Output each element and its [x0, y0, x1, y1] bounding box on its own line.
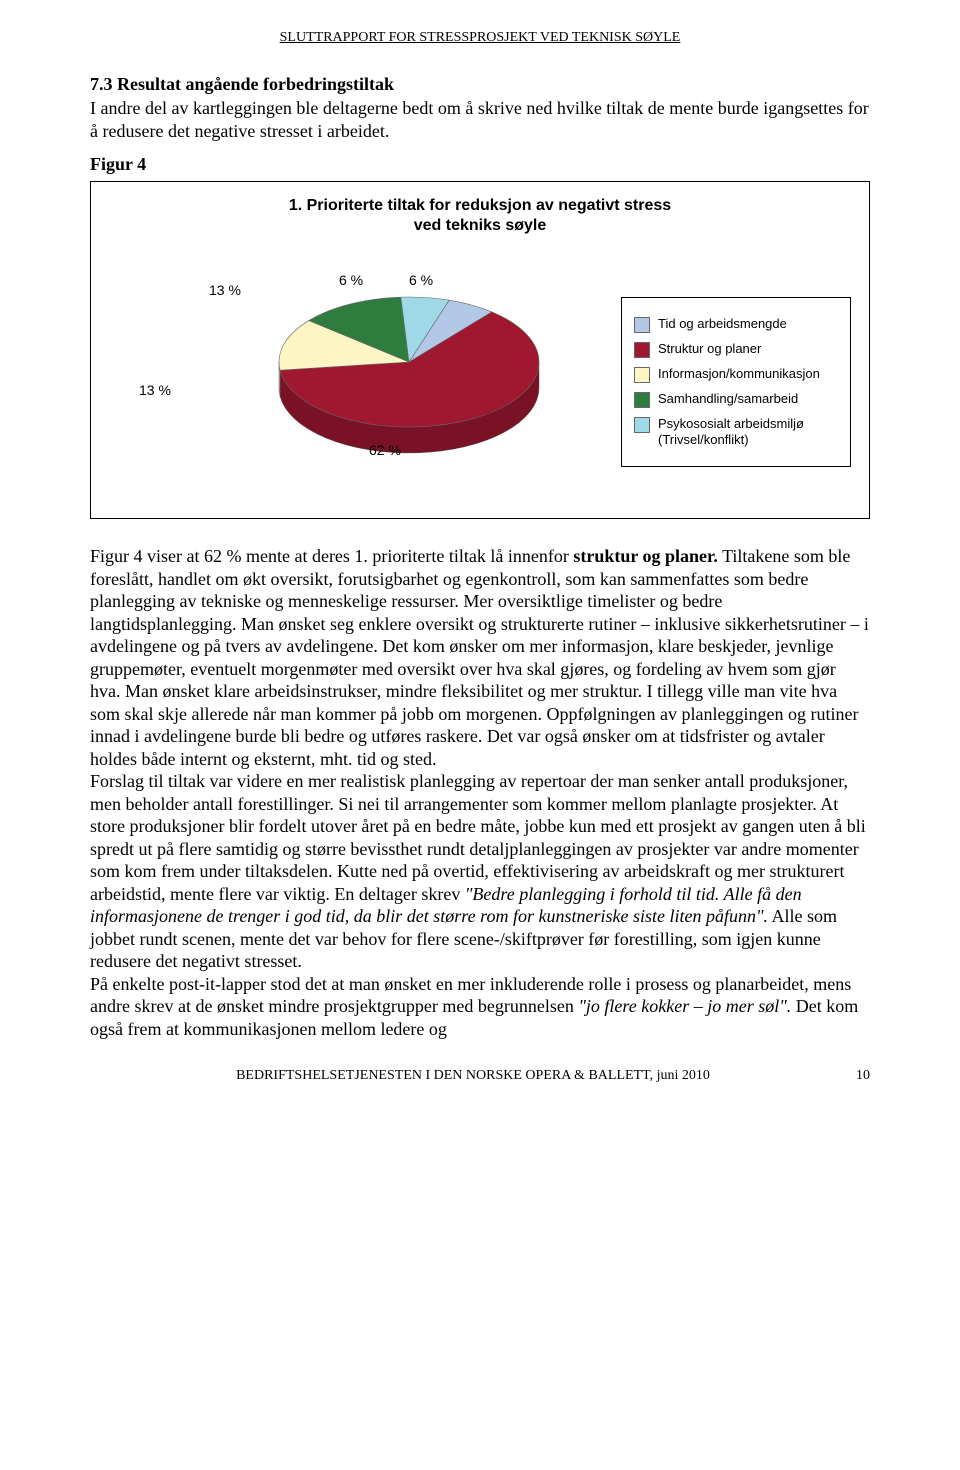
legend-text-1: Struktur og planer — [658, 341, 761, 357]
footer-text: BEDRIFTSHELSETJENESTEN I DEN NORSKE OPER… — [236, 1068, 710, 1083]
pie-slice-label-0: 6 % — [409, 272, 433, 288]
page-header: SLUTTRAPPORT FOR STRESSPROSJEKT VED TEKN… — [90, 30, 870, 46]
legend-swatch-3 — [634, 392, 650, 408]
pie-slice-label-3: 13 % — [209, 282, 241, 298]
pie-slice-label-2: 13 % — [139, 382, 171, 398]
legend-text-4: Psykososialt arbeidsmiljø (Trivsel/konfl… — [658, 416, 838, 447]
legend-text-3: Samhandling/samarbeid — [658, 391, 798, 407]
legend-text-2: Informasjon/kommunikasjon — [658, 366, 820, 382]
legend-item-4: Psykososialt arbeidsmiljø (Trivsel/konfl… — [634, 416, 838, 447]
pie-slice-label-1: 62 % — [369, 442, 401, 458]
page-footer: BEDRIFTSHELSETJENESTEN I DEN NORSKE OPER… — [90, 1068, 870, 1084]
legend-item-0: Tid og arbeidsmengde — [634, 316, 838, 333]
legend-swatch-2 — [634, 367, 650, 383]
pie-chart: 6 % 62 % 13 % 13 % 6 % — [109, 272, 609, 492]
pie-slice-label-4: 6 % — [339, 272, 363, 288]
chart-row: 6 % 62 % 13 % 13 % 6 % Tid og arbeidsmen… — [109, 272, 851, 492]
page-number: 10 — [856, 1068, 870, 1084]
body-p1b-bold: struktur og planer. — [573, 546, 718, 566]
chart-title-line2: ved tekniks søyle — [414, 217, 547, 234]
chart-title: 1. Prioriterte tiltak for reduksjon av n… — [109, 196, 851, 236]
legend-item-3: Samhandling/samarbeid — [634, 391, 838, 408]
legend-item-2: Informasjon/kommunikasjon — [634, 366, 838, 383]
body-p1c: Tiltakene som ble foreslått, handlet om … — [90, 546, 869, 769]
legend-item-1: Struktur og planer — [634, 341, 838, 358]
figure-label: Figur 4 — [90, 154, 870, 175]
page: SLUTTRAPPORT FOR STRESSPROSJEKT VED TEKN… — [0, 0, 960, 1114]
body-p1a: Figur 4 viser at 62 % mente at deres 1. … — [90, 546, 573, 566]
legend-text-0: Tid og arbeidsmengde — [658, 316, 787, 332]
intro-paragraph: I andre del av kartleggingen ble deltage… — [90, 97, 870, 142]
pie-svg — [259, 282, 559, 482]
body-text: Figur 4 viser at 62 % mente at deres 1. … — [90, 545, 870, 1040]
chart-container: 1. Prioriterte tiltak for reduksjon av n… — [90, 181, 870, 519]
pie-svg-wrap — [259, 282, 559, 487]
legend-swatch-1 — [634, 342, 650, 358]
body-p3b-quote: "jo flere kokker – jo mer søl". — [578, 996, 791, 1016]
section-title: 7.3 Resultat angående forbedringstiltak — [90, 74, 870, 95]
chart-title-line1: 1. Prioriterte tiltak for reduksjon av n… — [289, 197, 671, 214]
legend-swatch-0 — [634, 317, 650, 333]
legend: Tid og arbeidsmengde Struktur og planer … — [621, 297, 851, 466]
legend-swatch-4 — [634, 417, 650, 433]
